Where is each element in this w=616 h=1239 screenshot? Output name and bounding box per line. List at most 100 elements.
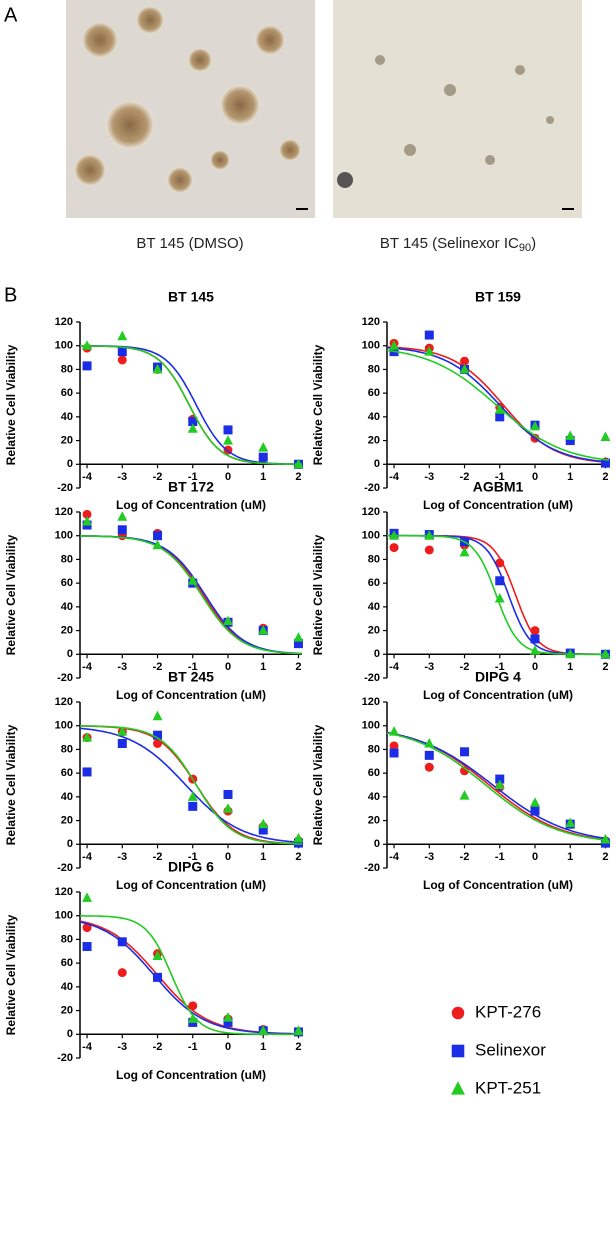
y-tick-label: 80 (61, 363, 73, 375)
y-tick-label: 80 (61, 743, 73, 755)
data-point (152, 363, 163, 374)
y-tick-label: 100 (362, 720, 380, 732)
data-point (117, 347, 127, 357)
x-tick-label: -4 (389, 851, 400, 863)
data-point (495, 558, 505, 568)
data-point (153, 730, 163, 740)
data-point (389, 726, 400, 736)
y-tick-label: 120 (55, 506, 73, 518)
fit-curve (80, 345, 302, 465)
data-point (600, 458, 610, 468)
data-point (258, 442, 269, 452)
data-point (188, 801, 198, 811)
y-tick-label: -20 (364, 862, 380, 874)
data-point (460, 766, 470, 776)
data-point (389, 340, 400, 350)
data-point (117, 525, 127, 535)
data-point (82, 732, 93, 742)
data-point (530, 797, 540, 807)
x-tick-label: -4 (389, 661, 400, 673)
chart-title: BT 172 (168, 479, 214, 495)
fit-curve (80, 725, 303, 845)
data-point (600, 648, 611, 659)
y-tick-label: -20 (364, 672, 380, 684)
fit-curve (386, 732, 610, 840)
y-tick-label: 60 (368, 577, 380, 589)
data-point (494, 593, 505, 603)
data-point (424, 330, 434, 340)
x-tick-label: 1 (567, 851, 573, 863)
data-point (459, 790, 470, 800)
x-tick-label: -4 (389, 471, 400, 483)
data-point (187, 423, 198, 433)
data-point (424, 762, 434, 772)
y-tick-label: 20 (61, 1004, 73, 1016)
data-point (258, 625, 269, 635)
x-tick-label: -2 (153, 1041, 163, 1053)
x-tick-label: -2 (153, 471, 163, 483)
data-point (293, 838, 303, 848)
y-tick-label: 20 (61, 814, 73, 826)
data-point (258, 452, 268, 462)
data-point (424, 530, 435, 540)
y-tick-label: 60 (368, 387, 380, 399)
x-tick-label: 0 (225, 661, 231, 673)
y-tick-label: 120 (362, 696, 380, 708)
y-tick-label: 0 (374, 838, 380, 850)
y-tick-label: -20 (364, 482, 380, 494)
data-point (293, 632, 304, 642)
x-tick-label: -1 (188, 1041, 198, 1053)
data-point (530, 645, 540, 655)
x-tick-label: -1 (188, 471, 198, 483)
chart-title: BT 159 (475, 289, 521, 305)
x-tick-label: 2 (602, 851, 608, 863)
fit-curve (80, 535, 303, 655)
data-point (187, 791, 198, 801)
data-point (82, 767, 92, 777)
y-tick-label: 20 (368, 624, 380, 636)
data-point (187, 1013, 198, 1023)
data-point (82, 515, 93, 526)
data-point (152, 539, 163, 550)
y-tick-label: 60 (61, 957, 73, 969)
y-tick-label: 80 (368, 743, 380, 755)
fit-curve (387, 534, 609, 656)
y-tick-label: 80 (368, 363, 380, 375)
data-point (494, 404, 505, 414)
x-tick-label: -4 (82, 661, 93, 673)
fit-curve (386, 732, 610, 842)
y-tick-label: 80 (61, 933, 73, 945)
data-point (82, 942, 92, 952)
data-point (293, 639, 303, 649)
data-point (293, 832, 304, 843)
data-point (389, 530, 400, 540)
caption: BT 145 (DMSO) (136, 235, 243, 252)
chart-title: BT 245 (168, 669, 214, 685)
y-tick-label: 20 (61, 624, 73, 636)
y-tick-label: 40 (61, 981, 73, 993)
x-axis-label: Log of Concentration (uM) (423, 688, 573, 702)
data-point (153, 531, 163, 541)
data-point (82, 361, 92, 371)
chart-title: DIPG 6 (168, 859, 214, 875)
x-tick-label: -2 (460, 851, 470, 863)
y-tick-label: 0 (67, 1028, 73, 1040)
y-axis-label: Relative Cell Viability (4, 724, 18, 845)
data-point (565, 430, 576, 440)
y-tick-label: 40 (61, 791, 73, 803)
x-tick-label: 1 (260, 661, 266, 673)
data-point (293, 458, 304, 469)
data-point (389, 741, 399, 751)
fit-curve (80, 535, 303, 655)
x-tick-label: 0 (225, 1041, 231, 1053)
x-tick-label: -1 (188, 661, 198, 673)
data-point (530, 806, 540, 816)
y-axis-label: Relative Cell Viability (4, 534, 18, 655)
y-tick-label: 120 (55, 886, 73, 898)
data-point (494, 779, 505, 789)
data-point (495, 412, 505, 422)
x-tick-label: -3 (117, 851, 127, 863)
x-tick-label: -4 (82, 471, 93, 483)
y-tick-label: 120 (55, 316, 73, 328)
fit-curve (386, 346, 610, 463)
